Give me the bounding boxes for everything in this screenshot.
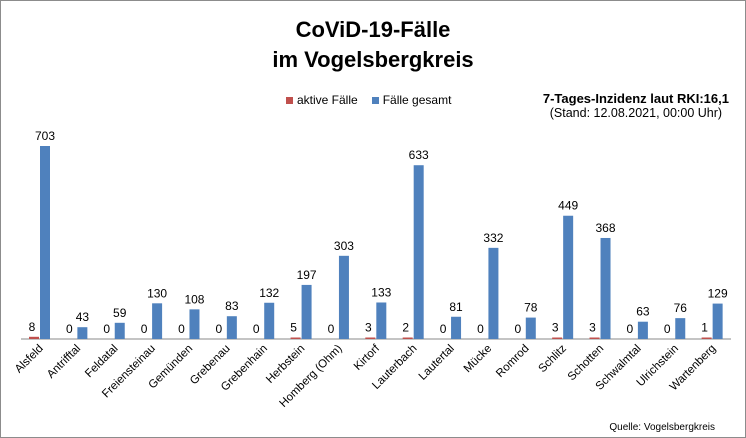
legend-item-gesamt: Fälle gesamt xyxy=(371,93,452,107)
data-label: 2 xyxy=(402,321,409,335)
data-label: 332 xyxy=(483,231,503,245)
bar-total xyxy=(152,303,163,339)
data-label: 129 xyxy=(708,287,728,301)
data-label: 449 xyxy=(558,199,578,213)
bar-total xyxy=(376,302,387,339)
data-label: 83 xyxy=(225,299,239,313)
bar-total xyxy=(675,318,686,339)
bar-total xyxy=(525,317,536,339)
data-label: 78 xyxy=(524,301,538,315)
data-label: 59 xyxy=(113,306,127,320)
bar-total xyxy=(637,321,648,339)
data-label: 3 xyxy=(552,321,559,335)
data-label: 0 xyxy=(440,322,447,336)
x-tick-label: Antrifftal xyxy=(45,343,83,381)
data-label: 3 xyxy=(589,321,596,335)
data-label: 130 xyxy=(147,286,167,300)
bar-active xyxy=(29,336,39,339)
legend-item-aktive: aktive Fälle xyxy=(286,93,358,107)
data-label: 0 xyxy=(178,322,185,336)
data-label: 8 xyxy=(29,320,36,334)
legend-label: aktive Fälle xyxy=(297,93,358,107)
bar-total xyxy=(189,309,200,339)
bar-total xyxy=(600,237,611,339)
data-label: 81 xyxy=(449,300,463,314)
data-label: 633 xyxy=(409,148,429,162)
incidence-date: (Stand: 12.08.2021, 00:00 Uhr) xyxy=(549,106,723,120)
bar-total xyxy=(301,284,312,339)
bar-total xyxy=(40,146,50,339)
data-label: 0 xyxy=(215,322,222,336)
bar-active xyxy=(365,337,376,339)
bar-total xyxy=(451,316,462,339)
data-label: 368 xyxy=(596,221,616,235)
data-label: 0 xyxy=(664,322,671,336)
x-tick-label: Mücke xyxy=(462,343,494,375)
data-label: 63 xyxy=(636,305,650,319)
source-note: Quelle: Vogelsbergkreis xyxy=(609,422,715,433)
data-label: 0 xyxy=(477,322,484,336)
legend-swatch-blue xyxy=(371,97,379,104)
data-label: 0 xyxy=(66,322,73,336)
bar-total xyxy=(77,327,88,339)
bar-total xyxy=(114,322,125,339)
data-label: 133 xyxy=(371,285,391,299)
bar-active xyxy=(290,337,301,339)
x-tick-label: Schlitz xyxy=(537,342,570,375)
data-label: 108 xyxy=(184,292,204,306)
legend-label: Fälle gesamt xyxy=(382,93,452,107)
chart-title-line1: CoViD-19-Fälle xyxy=(295,17,451,42)
data-label: 5 xyxy=(290,321,297,335)
bar-total xyxy=(488,247,499,339)
bar-total xyxy=(712,303,723,339)
x-tick-label: Kirtorf xyxy=(352,342,383,373)
bar-active xyxy=(701,337,712,339)
data-label: 0 xyxy=(627,322,634,336)
bar-total xyxy=(264,302,275,339)
data-label: 3 xyxy=(365,321,372,335)
bar-total xyxy=(563,215,574,339)
incidence-value: 7-Tages-Inzidenz laut RKI:16,1 xyxy=(542,91,729,106)
legend-swatch-red xyxy=(286,97,293,104)
x-tick-label: Alsfeld xyxy=(13,343,46,376)
data-label: 303 xyxy=(334,239,354,253)
legend: aktive Fälle Fälle gesamt xyxy=(286,93,451,107)
bar-total xyxy=(226,316,237,339)
bar-active xyxy=(589,337,600,339)
data-label: 0 xyxy=(514,322,521,336)
data-label: 1 xyxy=(701,321,708,335)
incidence-note: 7-Tages-Inzidenz laut RKI:16,1 (Stand: 1… xyxy=(543,91,729,120)
data-label: 0 xyxy=(328,322,335,336)
bar-total xyxy=(413,165,424,339)
x-tick-label: Feldatal xyxy=(83,343,120,380)
bar-active xyxy=(402,337,413,339)
data-label: 43 xyxy=(76,310,90,324)
data-label: 132 xyxy=(259,286,279,300)
chart-title-line2: im Vogelsbergkreis xyxy=(272,47,474,72)
data-label: 703 xyxy=(35,129,55,143)
data-label: 197 xyxy=(297,268,317,282)
x-tick-label: Romrod xyxy=(494,343,531,380)
bar-total xyxy=(338,255,349,339)
data-label: 0 xyxy=(253,322,260,336)
x-tick-label: Lautertal xyxy=(417,343,457,383)
data-label: 0 xyxy=(141,322,148,336)
data-label: 0 xyxy=(103,322,110,336)
data-label: 76 xyxy=(674,301,688,315)
bar-active xyxy=(552,337,563,339)
